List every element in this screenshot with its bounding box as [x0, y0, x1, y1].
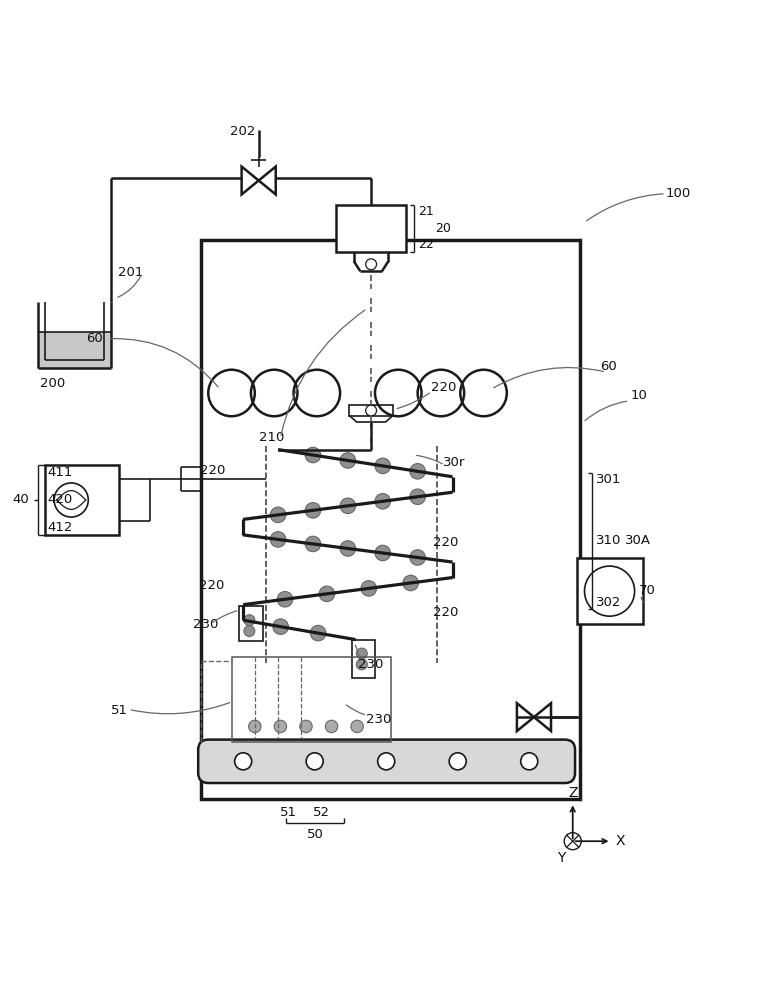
Text: 220: 220: [433, 536, 458, 549]
Text: Z: Z: [568, 786, 577, 800]
Circle shape: [274, 720, 287, 733]
Bar: [576, 558, 643, 624]
Text: 302: 302: [596, 596, 622, 609]
Circle shape: [356, 659, 367, 670]
Text: 60: 60: [87, 332, 103, 345]
Bar: [336, 205, 406, 252]
Bar: [351, 640, 375, 678]
Circle shape: [375, 494, 390, 509]
Bar: [231, 657, 390, 742]
Text: X: X: [616, 834, 626, 848]
Bar: [239, 606, 262, 641]
Polygon shape: [259, 167, 276, 194]
Circle shape: [449, 753, 466, 770]
Circle shape: [306, 753, 323, 770]
Circle shape: [378, 753, 394, 770]
Circle shape: [326, 720, 337, 733]
Text: 30A: 30A: [626, 534, 651, 547]
Text: 220: 220: [433, 606, 458, 619]
Circle shape: [244, 615, 255, 626]
Polygon shape: [241, 167, 259, 194]
Text: 52: 52: [313, 806, 330, 819]
Polygon shape: [517, 703, 534, 731]
Text: 201: 201: [118, 266, 143, 279]
Circle shape: [305, 536, 321, 552]
Circle shape: [277, 592, 293, 607]
Bar: [201, 240, 580, 799]
Circle shape: [340, 541, 355, 556]
Text: 70: 70: [639, 584, 655, 597]
Text: 220: 220: [431, 381, 456, 394]
Circle shape: [521, 753, 538, 770]
Circle shape: [305, 447, 321, 463]
Bar: [45, 465, 119, 535]
Circle shape: [410, 464, 426, 479]
Circle shape: [410, 489, 426, 505]
Text: 230: 230: [193, 618, 218, 631]
Circle shape: [270, 507, 286, 523]
Text: 310: 310: [596, 534, 622, 547]
Polygon shape: [37, 332, 112, 368]
Circle shape: [361, 581, 376, 596]
Text: 202: 202: [230, 125, 256, 138]
Text: 10: 10: [631, 389, 647, 402]
Text: 210: 210: [259, 431, 284, 444]
Circle shape: [319, 586, 335, 602]
Circle shape: [310, 625, 326, 641]
Text: 230: 230: [366, 713, 391, 726]
Text: 411: 411: [48, 466, 73, 479]
Text: 22: 22: [418, 238, 433, 251]
Text: 51: 51: [280, 806, 298, 819]
Text: 200: 200: [40, 377, 66, 390]
Circle shape: [340, 453, 355, 468]
FancyBboxPatch shape: [198, 740, 575, 783]
Text: 30r: 30r: [444, 456, 465, 469]
Text: 220: 220: [199, 579, 224, 592]
Circle shape: [410, 550, 426, 565]
Text: 412: 412: [48, 521, 73, 534]
Text: 50: 50: [307, 828, 323, 841]
Circle shape: [375, 458, 390, 474]
Text: 51: 51: [112, 704, 128, 717]
Circle shape: [403, 575, 419, 591]
Text: 301: 301: [596, 473, 622, 486]
Text: 220: 220: [200, 464, 225, 477]
Text: 20: 20: [436, 222, 451, 235]
Circle shape: [351, 720, 363, 733]
Circle shape: [340, 498, 355, 514]
Circle shape: [375, 545, 390, 561]
Text: 420: 420: [48, 493, 73, 506]
Circle shape: [248, 720, 261, 733]
Text: 230: 230: [358, 658, 383, 671]
Text: Y: Y: [557, 851, 565, 865]
Circle shape: [300, 720, 312, 733]
Circle shape: [356, 648, 367, 659]
Polygon shape: [534, 703, 551, 731]
Circle shape: [270, 532, 286, 547]
Bar: [349, 405, 393, 416]
Circle shape: [244, 626, 255, 636]
Circle shape: [305, 503, 321, 518]
Circle shape: [234, 753, 251, 770]
Text: 60: 60: [600, 360, 617, 373]
Circle shape: [273, 619, 288, 634]
Text: 100: 100: [665, 187, 691, 200]
Text: 21: 21: [418, 205, 433, 218]
Text: 40: 40: [12, 493, 30, 506]
